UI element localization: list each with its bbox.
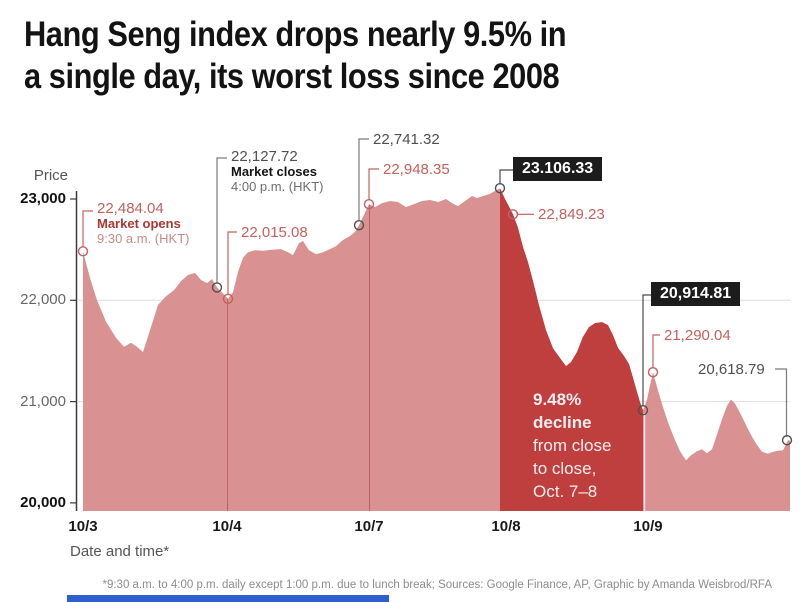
connector-open-10-4 [227,231,237,294]
marker-open-10-8 [507,209,519,220]
annotation-value: 22,484.04 [97,200,164,217]
annotation-open-10-9: 21,290.04 [664,327,731,344]
marker-open-10-4 [222,293,234,304]
y-tick-label-23,000: 23,000 [20,190,66,207]
connector-close-10-9 [775,368,788,437]
annotation-close-10-7: 23.106.33 [513,157,603,182]
annotation-close-10-8: 20,914.81 [651,282,741,307]
decline-note-line: from close [533,436,612,455]
annotation-close-10-4: 22,741.32 [373,131,440,148]
y-tick-label-21,000: 21,000 [20,393,66,410]
x-tick-label-10-3: 10/3 [68,518,98,535]
annotation-open-10-8: 22,849.23 [538,206,605,223]
connector-close-10-7 [499,169,513,184]
connector-close-10-4 [358,138,369,221]
headline-line-1: Hang Seng index drops nearly 9.5% in [24,15,567,54]
annotation-value: 22,948.35 [383,161,450,178]
decline-annotation: 9.48% decline from close to close, Oct. 7–8 [533,388,611,503]
x-tick-label-10-9: 10/9 [633,518,663,535]
marker-close-10-4 [353,219,365,231]
decline-note-line: 9.48% [533,390,582,409]
y-tick-label-22,000: 22,000 [20,291,66,308]
y-tick-label-20,000: 20,000 [20,494,66,511]
annotation-value: 22,015.08 [241,224,308,241]
marker-close-10-7 [494,182,506,194]
annotation-sublabel: 4:00 p.m. (HKT) [231,179,324,195]
headline-line-2: a single day, its worst loss since 2008 [24,57,560,96]
connector-close-10-3 [216,157,227,283]
x-tick-label-10-8: 10/8 [491,518,521,535]
decline-area [500,188,643,511]
annotation-value: 20,618.79 [698,361,765,378]
x-tick-label-10-4: 10/4 [212,518,242,535]
y-axis-title: Price [33,167,68,184]
decline-note-line: to close, [533,459,597,478]
headline: Hang Seng index drops nearly 9.5% in a s… [24,14,567,98]
connector-close-10-8 [642,294,651,406]
annotation-value: 22,849.23 [538,206,605,223]
annotation-open-10-7: 22,948.35 [383,161,450,178]
annotation-close-10-3: 22,127.72 Market closes 4:00 p.m. (HKT) [231,148,323,195]
footnote: *9:30 a.m. to 4:00 p.m. daily except 1:0… [102,579,772,591]
decline-note-line: decline [533,413,592,432]
marker-close-10-9 [781,435,793,446]
annotation-value: 22,741.32 [373,131,440,148]
annotation-open-10-3: 22,484.04 Market opens 9:30 a.m. (HKT) [97,200,189,247]
annotation-value: 21,290.04 [664,327,731,344]
connector-open-10-7 [368,168,379,200]
x-tick-label-10-7: 10/7 [354,518,384,535]
x-axis-title: Date and time* [70,543,170,560]
annotation-label: Market closes [231,164,317,180]
annotation-value: 22,127.72 [231,148,298,165]
connector-open-10-9 [652,334,660,368]
marker-open-10-7 [363,198,375,210]
annotation-open-10-4: 22,015.08 [241,224,308,241]
annotation-sublabel: 9:30 a.m. (HKT) [97,231,190,247]
annotation-close-10-9: 20,618.79 [698,361,765,378]
marker-close-10-3 [211,282,223,293]
marker-open-10-3 [77,246,89,257]
decline-note-line: Oct. 7–8 [533,482,598,501]
marker-close-10-8 [637,405,649,416]
marker-open-10-9 [647,367,659,378]
annotation-label: Market opens [97,216,181,232]
brand-bar [67,595,389,602]
connector-open-10-3 [82,210,93,247]
